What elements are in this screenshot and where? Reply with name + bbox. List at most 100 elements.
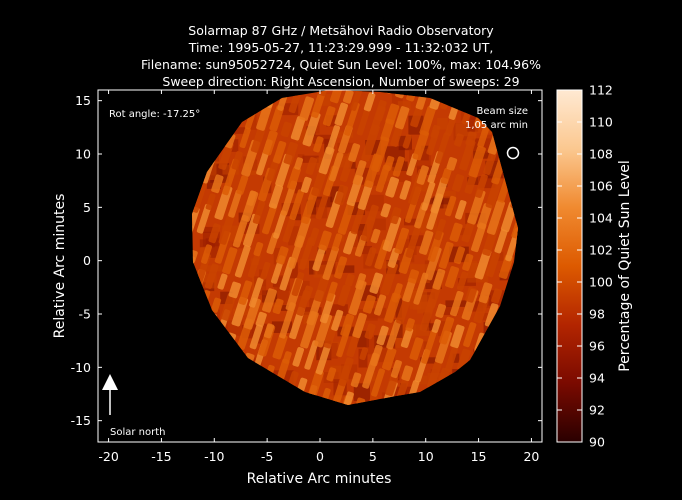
sweep-streak <box>342 90 354 104</box>
disk-patch <box>309 260 316 275</box>
sweep-streak <box>371 368 385 397</box>
sweep-streak <box>201 244 213 264</box>
disk-patch <box>425 248 433 256</box>
sweep-streak <box>444 195 457 217</box>
sweep-streak <box>256 27 271 51</box>
sweep-streak <box>335 60 350 85</box>
sweep-streak <box>421 181 436 211</box>
sweep-streak <box>412 130 430 161</box>
disk-patch <box>291 214 301 221</box>
sweep-streak <box>291 33 308 62</box>
sweep-streak <box>399 180 412 200</box>
sweep-streak <box>350 372 362 388</box>
sweep-streak <box>370 228 381 244</box>
sweep-streak <box>486 199 505 235</box>
sweep-streak <box>452 174 465 192</box>
sweep-streak <box>334 184 349 206</box>
sweep-streak <box>385 103 400 125</box>
colorbar-ticks: 90 92 94 96 98 100 102 104 106 108 110 112 <box>557 83 613 450</box>
colorbar-tick-label: 102 <box>589 243 613 258</box>
sweep-streak <box>426 361 442 390</box>
sweep-streak <box>318 230 332 251</box>
sweep-streak <box>284 58 297 83</box>
disk-patch <box>337 265 355 273</box>
colorbar-tick-label: 100 <box>589 275 613 290</box>
sweep-streak <box>348 143 361 162</box>
sweep-streak <box>196 203 212 234</box>
sweep-streak <box>314 58 326 72</box>
sweep-streak <box>334 102 348 126</box>
sweep-streak <box>352 160 367 186</box>
sweep-streak <box>425 52 440 80</box>
sweep-streak <box>453 246 466 265</box>
sweep-streak <box>232 214 249 248</box>
sweep-streak <box>308 227 320 247</box>
sweep-streak <box>331 233 343 252</box>
sweep-streak <box>217 273 228 290</box>
sweep-streak <box>356 21 373 57</box>
sweep-streak <box>300 187 320 224</box>
sweep-streak <box>192 177 209 213</box>
colorbar-title: Percentage of Quiet Sun Level <box>617 160 633 372</box>
sweep-streak <box>416 165 429 185</box>
sweep-streak <box>343 22 359 56</box>
sweep-streak <box>347 62 362 86</box>
sweep-streak <box>434 218 446 241</box>
sweep-streak <box>478 282 493 304</box>
sweep-streak <box>273 140 287 164</box>
sweep-streak <box>384 374 399 397</box>
sweep-streak <box>192 250 198 264</box>
sweep-streak <box>228 281 241 299</box>
sweep-streak <box>240 50 254 71</box>
sweep-streak <box>465 286 477 303</box>
disk-patch <box>409 324 430 336</box>
sweep-streak <box>540 163 556 193</box>
sweep-streak <box>400 327 414 349</box>
disk-patch <box>404 218 421 226</box>
disk-patch <box>256 304 267 318</box>
sweep-streak <box>247 253 261 278</box>
disk-patch <box>357 330 370 348</box>
sweep-streak <box>255 311 267 328</box>
sweep-streak <box>389 207 402 225</box>
disk-patch <box>316 157 325 170</box>
sweep-streak <box>317 90 331 97</box>
sweep-streak <box>446 157 458 171</box>
sweep-streak <box>435 132 450 164</box>
sweep-streak <box>331 309 344 331</box>
sweep-streak <box>283 141 298 165</box>
sweep-streak <box>394 106 410 130</box>
disk-patch <box>437 117 448 130</box>
sweep-streak <box>294 157 304 170</box>
sweep-streak <box>382 347 397 371</box>
x-tick-label: -10 <box>204 449 224 464</box>
sweep-streak <box>279 302 296 339</box>
sweep-streak <box>355 273 367 290</box>
sweep-streak <box>450 441 468 473</box>
sweep-streak <box>447 65 461 87</box>
y-axis-title: Relative Arc minutes <box>52 194 68 339</box>
y-tick-label: -10 <box>71 360 91 375</box>
sweep-streak <box>255 0 272 24</box>
disk-patch <box>396 330 403 348</box>
sweep-streak <box>273 210 287 239</box>
sweep-streak <box>286 23 299 41</box>
disk-patch <box>483 322 490 336</box>
sweep-streak <box>205 193 216 210</box>
disk-patch <box>348 162 356 169</box>
beam-size-label-1: Beam size <box>477 106 528 117</box>
x-tick-label: 10 <box>418 449 434 464</box>
sweep-streak <box>419 230 434 255</box>
sweep-streak <box>304 42 318 66</box>
sweep-streak <box>238 280 253 305</box>
sweep-streak <box>253 242 264 257</box>
sweep-streak <box>484 303 499 328</box>
sweep-streak <box>278 0 296 31</box>
sweep-streak <box>243 297 261 330</box>
solar-disk <box>192 0 556 473</box>
sweep-streak <box>392 156 405 177</box>
sweep-streak <box>287 166 301 190</box>
sweep-streak <box>359 67 371 87</box>
sweep-streak <box>545 157 556 175</box>
sweep-streak <box>380 203 391 218</box>
